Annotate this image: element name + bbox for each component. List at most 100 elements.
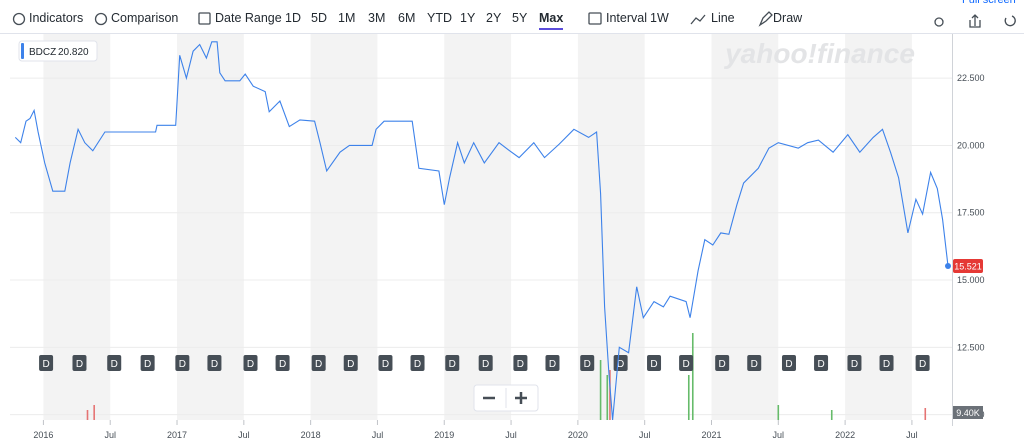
dividend-box (545, 355, 560, 371)
dividend-box (207, 355, 222, 371)
dividend-label: D (449, 359, 456, 370)
last-price-label: 15.521 (954, 262, 982, 272)
comparison-icon (94, 12, 108, 26)
dividend-marker: D (814, 355, 829, 371)
dividend-marker: D (343, 355, 358, 371)
dividend-label: D (617, 359, 624, 370)
legend-swatch (21, 43, 24, 59)
last-price-box (953, 259, 983, 274)
dividend-label: D (179, 359, 186, 370)
y-tick-label: 20.000 (957, 140, 985, 150)
range-button[interactable]: 1Y (460, 11, 476, 25)
x-tick-label: Jul (104, 430, 116, 440)
volume-bar (830, 410, 833, 420)
range-button[interactable]: Max (539, 11, 564, 30)
volume-bar (93, 405, 95, 420)
dividend-label: D (549, 359, 556, 370)
range-button[interactable]: 6M (398, 11, 416, 25)
dividend-label: D (247, 359, 254, 370)
zoom-in[interactable] (515, 392, 527, 404)
y-tick-label: 22.500 (957, 73, 985, 83)
dividend-marker: D (207, 355, 222, 371)
dividend-label: D (414, 359, 421, 370)
price-line (14, 41, 949, 421)
volume-label-box (953, 406, 983, 419)
volume-bar (691, 333, 694, 420)
dividend-label: D (682, 359, 689, 370)
dividend-marker: D (747, 355, 762, 371)
dividend-box (647, 355, 662, 371)
chart-style-button[interactable]: Line (711, 11, 735, 25)
interval-button[interactable]: Interval (606, 11, 647, 25)
line-icon (690, 14, 706, 25)
dividend-box (847, 355, 862, 371)
icons (12, 11, 1016, 28)
date-range-button[interactable]: Date Range (215, 11, 282, 25)
dividend-label: D (382, 359, 389, 370)
zoom-controls (473, 384, 539, 412)
date-icon (198, 12, 211, 25)
draw-button[interactable]: Draw (773, 11, 803, 25)
volume-bar (609, 370, 611, 420)
dividend-box (311, 355, 326, 371)
dividend-label: D (650, 359, 657, 370)
dividend-label: D (211, 359, 218, 370)
dividend-marker: D (410, 355, 425, 371)
dividend-marker: D (915, 355, 930, 371)
dividend-box (814, 355, 829, 371)
dividend-marker: D (613, 355, 628, 371)
range-button[interactable]: 1M (338, 11, 356, 25)
dividend-label: D (76, 359, 83, 370)
interval-value[interactable]: 1W (650, 11, 669, 25)
range-button[interactable]: 5D (311, 11, 327, 25)
legend-box (18, 40, 98, 62)
dividend-marker: D (243, 355, 258, 371)
dividend-label: D (111, 359, 118, 370)
dividend-box (243, 355, 258, 371)
dividend-label: D (817, 359, 824, 370)
dividend-box (39, 355, 54, 371)
dividend-label: D (584, 359, 591, 370)
dividend-marker: D (39, 355, 54, 371)
range-button[interactable]: 2Y (486, 11, 502, 25)
dividend-label: D (144, 359, 151, 370)
volume-bar (924, 408, 927, 420)
range-button[interactable]: YTD (427, 11, 452, 25)
reset-icon[interactable] (1004, 15, 1016, 27)
draw-icon (758, 11, 773, 27)
dividend-box (679, 355, 694, 371)
range-button[interactable]: 5Y (512, 11, 528, 25)
watermark: yahoo!finance (723, 38, 915, 69)
full-screen-button[interactable]: Full screen (962, 0, 1016, 6)
indicators-button[interactable]: Indicators (29, 11, 84, 25)
comparison-button[interactable]: Comparison (111, 11, 179, 25)
dividend-marker: D (715, 355, 730, 371)
dividend-marker: D (580, 355, 595, 371)
dividend-box (175, 355, 190, 371)
dividend-box (378, 355, 393, 371)
dividend-box (445, 355, 460, 371)
dividend-marker: D (847, 355, 862, 371)
volume-bar (777, 405, 780, 420)
settings-icon[interactable] (934, 17, 944, 27)
dividend-marker: D (107, 355, 122, 371)
dividend-marker: D (72, 355, 87, 371)
y-tick-label: 17.500 (957, 208, 985, 218)
dividend-box (580, 355, 595, 371)
dividend-marker: D (445, 355, 460, 371)
dividend-label: D (883, 359, 890, 370)
dividend-marker: D (275, 355, 290, 371)
dividend-marker: D (140, 355, 155, 371)
dividend-box (715, 355, 730, 371)
range-button[interactable]: 3M (368, 11, 386, 25)
x-tick-label: Jul (639, 430, 651, 440)
range-button[interactable]: 1D (285, 11, 301, 25)
dividend-label: D (851, 359, 858, 370)
dividend-label: D (719, 359, 726, 370)
legend-name: BDCZ (29, 47, 56, 58)
dividend-marker: D (478, 355, 493, 371)
dividend-label: D (315, 359, 322, 370)
dividend-label: D (919, 359, 926, 370)
share-icon[interactable] (969, 14, 981, 28)
